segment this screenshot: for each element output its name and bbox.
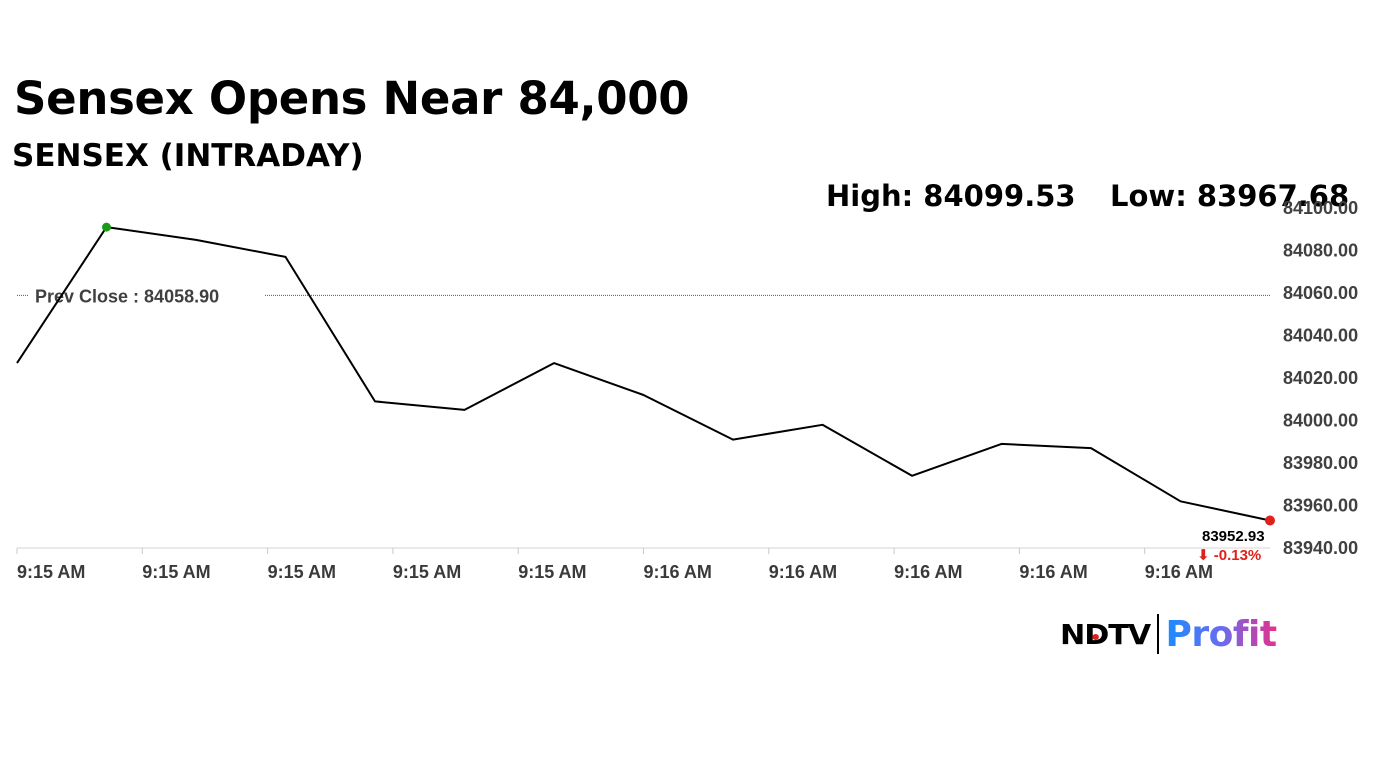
high-value: High: 84099.53 [826, 179, 1076, 213]
last-point-marker [1265, 515, 1275, 526]
y-tick-label: 83980.00 [1283, 453, 1358, 473]
x-tick-label: 9:16 AM [894, 562, 962, 582]
x-tick-label: 9:16 AM [769, 562, 837, 582]
x-tick-label: 9:16 AM [1145, 562, 1213, 582]
x-tick-label: 9:15 AM [268, 562, 336, 582]
y-tick-label: 84020.00 [1283, 368, 1358, 388]
y-tick-label: 83960.00 [1283, 496, 1358, 516]
y-tick-label: 84000.00 [1283, 411, 1358, 431]
high-point-marker [102, 222, 111, 232]
logo-divider [1157, 614, 1160, 654]
y-tick-label: 84100.00 [1283, 198, 1358, 218]
price-line [16, 226, 1271, 522]
x-tick-label: 9:16 AM [1019, 562, 1087, 582]
y-tick-label: 84080.00 [1283, 241, 1358, 261]
y-tick-label: 84060.00 [1283, 283, 1358, 303]
y-tick-label: 83940.00 [1283, 538, 1358, 558]
x-tick-label: 9:15 AM [142, 562, 210, 582]
ndtv-red-dot [1092, 633, 1099, 640]
x-tick-label: 9:16 AM [644, 562, 712, 582]
profit-wordmark: Profit [1165, 613, 1277, 655]
y-tick-label: 84040.00 [1283, 326, 1358, 346]
ndtv-profit-logo: NDTV Profit [1060, 612, 1277, 656]
low-value: Low: 83967.68 [1110, 179, 1350, 213]
chart-title: Sensex Opens Near 84,000 [14, 72, 690, 125]
last-price-label: 83952.93 [1202, 528, 1265, 545]
x-tick-label: 9:15 AM [17, 562, 85, 582]
x-tick-label: 9:15 AM [393, 562, 461, 582]
ndtv-wordmark: NDTV [1060, 617, 1151, 651]
chart-subtitle: SENSEX (INTRADAY) [12, 138, 364, 174]
change-percent-label: ⬇ -0.13% [1197, 547, 1261, 564]
prev-close-label: Prev Close : 84058.90 [35, 286, 219, 306]
x-tick-label: 9:15 AM [518, 562, 586, 582]
